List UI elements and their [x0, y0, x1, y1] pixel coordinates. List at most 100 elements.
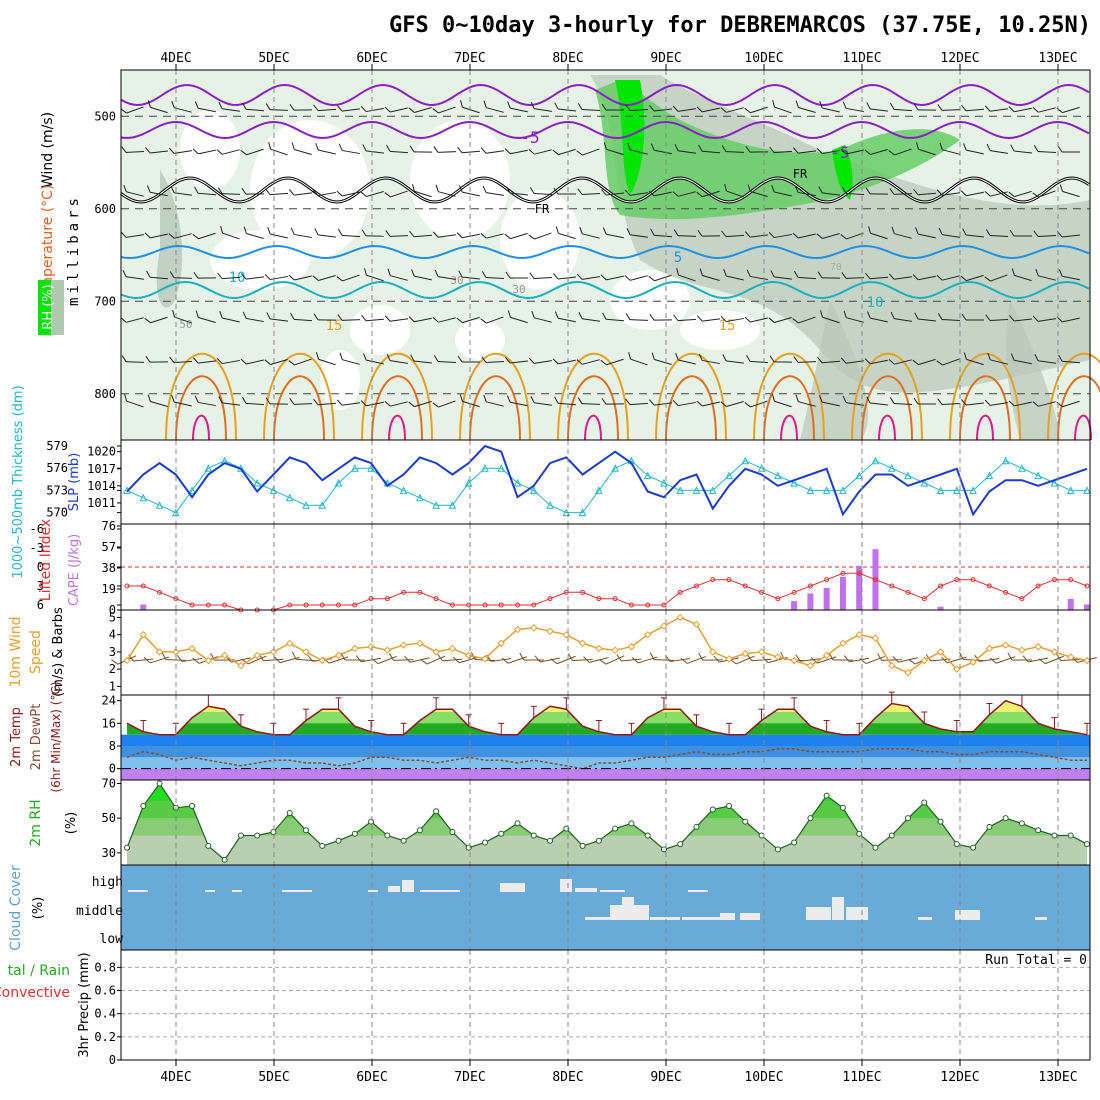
surface-wind-barb [664, 654, 691, 663]
wind-barb [385, 230, 409, 237]
wind-barb-shaft [342, 191, 360, 197]
surface-wind-barb [143, 656, 170, 664]
wind-barb-shaft [318, 191, 336, 197]
wind-barb [913, 397, 936, 405]
wind-barb-feather [387, 268, 391, 276]
wind-barb-shaft [798, 233, 816, 239]
wind-barb [504, 148, 528, 155]
wind-barb-shaft [774, 400, 792, 408]
thickness-point [920, 478, 929, 487]
wind-barb-shaft [389, 235, 409, 237]
wind-barb-feather [913, 103, 919, 111]
wind-barb [696, 315, 720, 322]
wind-barb-feather [386, 353, 391, 361]
surface-wind-barb [616, 654, 642, 662]
wind-barb-feather [507, 101, 511, 109]
surface-wind-barb-shaft [637, 656, 658, 664]
wind-barb [864, 149, 888, 155]
wind-barb-shaft [1037, 235, 1057, 237]
wind-barb-shaft [438, 106, 456, 114]
wind-barb-shaft [366, 401, 384, 407]
wind-barb-feather [553, 187, 559, 195]
wind-barb-shaft [342, 108, 360, 112]
wind-barb [530, 396, 552, 406]
wind-barb-feather [145, 355, 151, 363]
wind-barb-shaft [174, 401, 192, 407]
wind-barb-feather [628, 351, 631, 360]
rh-point [677, 841, 684, 848]
wind-speed-point [172, 648, 180, 656]
surface-wind-barb [746, 653, 772, 662]
wind-barb-feather [555, 226, 559, 234]
wind-barb [672, 400, 696, 407]
wind-barb-shaft [150, 106, 168, 114]
wind-barb-feather [888, 150, 895, 156]
wind-barb [168, 233, 192, 239]
wind-speed-point [871, 634, 880, 642]
wind-barb-feather [384, 315, 391, 322]
wind-barb-shaft [894, 359, 912, 365]
thickness-point [367, 464, 375, 472]
surface-wind-barb-shaft [572, 658, 593, 662]
wind-barb [456, 232, 480, 239]
rh-legend-swatch [38, 280, 51, 335]
wind-barb-feather [890, 311, 895, 319]
slp-tick: 1020 [87, 445, 116, 459]
rh-point [205, 842, 212, 849]
wind-barb-shaft [293, 318, 313, 322]
wind-barb-shaft [942, 358, 960, 366]
wind-barb [339, 352, 360, 365]
high-cloud-block [420, 890, 460, 892]
wind-barb-feather [360, 106, 367, 112]
rh-point [530, 832, 537, 839]
rh-point [823, 792, 830, 799]
wind-barb [962, 228, 985, 238]
wind-barb-shaft [174, 316, 192, 324]
wind-speed-point [1083, 656, 1091, 665]
wind-barb-shaft [846, 232, 864, 240]
wind-barb-feather [457, 355, 463, 363]
wind-barb-shaft [294, 358, 312, 366]
high-cloud-block [688, 890, 708, 892]
isotherm-15 [949, 352, 1021, 441]
wind-barb [842, 395, 864, 406]
wind-barb-shaft [390, 275, 408, 281]
wind-barb-feather [577, 103, 583, 110]
cape-tick: 19 [102, 582, 116, 596]
wind-barb-shaft [222, 108, 240, 112]
wind-barb-shaft [1038, 107, 1056, 113]
thickness-point [936, 486, 945, 494]
rh-point [905, 815, 912, 822]
thickness-point [546, 501, 554, 509]
wind-barb [578, 312, 600, 322]
wind-barb-shaft [966, 358, 984, 366]
rh-dry-area [410, 120, 510, 240]
surface-wind-barb [1071, 656, 1097, 663]
wind-barb-feather [146, 270, 151, 278]
isotherm-20 [861, 375, 913, 441]
wind-barb-shaft [726, 360, 744, 364]
wind-barb [720, 107, 744, 113]
wind-barb [842, 101, 864, 113]
wind-barb-feather [194, 101, 199, 109]
wind-barb-feather [795, 100, 799, 108]
wind-speed-point [237, 661, 245, 670]
wind-barb-shaft [1014, 359, 1032, 365]
wind-barb-shaft [702, 275, 720, 281]
wind-barb [408, 316, 432, 323]
date-tick-bottom: 11DEC [842, 1070, 881, 1085]
wind-barb [1032, 106, 1056, 113]
thickness-point [904, 471, 912, 480]
wind-barb [290, 227, 312, 239]
wind-barb-shaft [198, 317, 216, 323]
wind-barb-shaft [438, 317, 456, 323]
wind-speed-point [416, 639, 424, 648]
wind-barb-shaft [750, 317, 768, 323]
wind-speed-point [546, 627, 554, 635]
wind-barb [889, 397, 913, 405]
wind-barb [648, 190, 672, 197]
wind-speed-point [1001, 641, 1010, 649]
wind-barb-feather [986, 143, 991, 151]
wind-barb-feather [865, 272, 871, 280]
wind-barb-feather [576, 273, 583, 280]
